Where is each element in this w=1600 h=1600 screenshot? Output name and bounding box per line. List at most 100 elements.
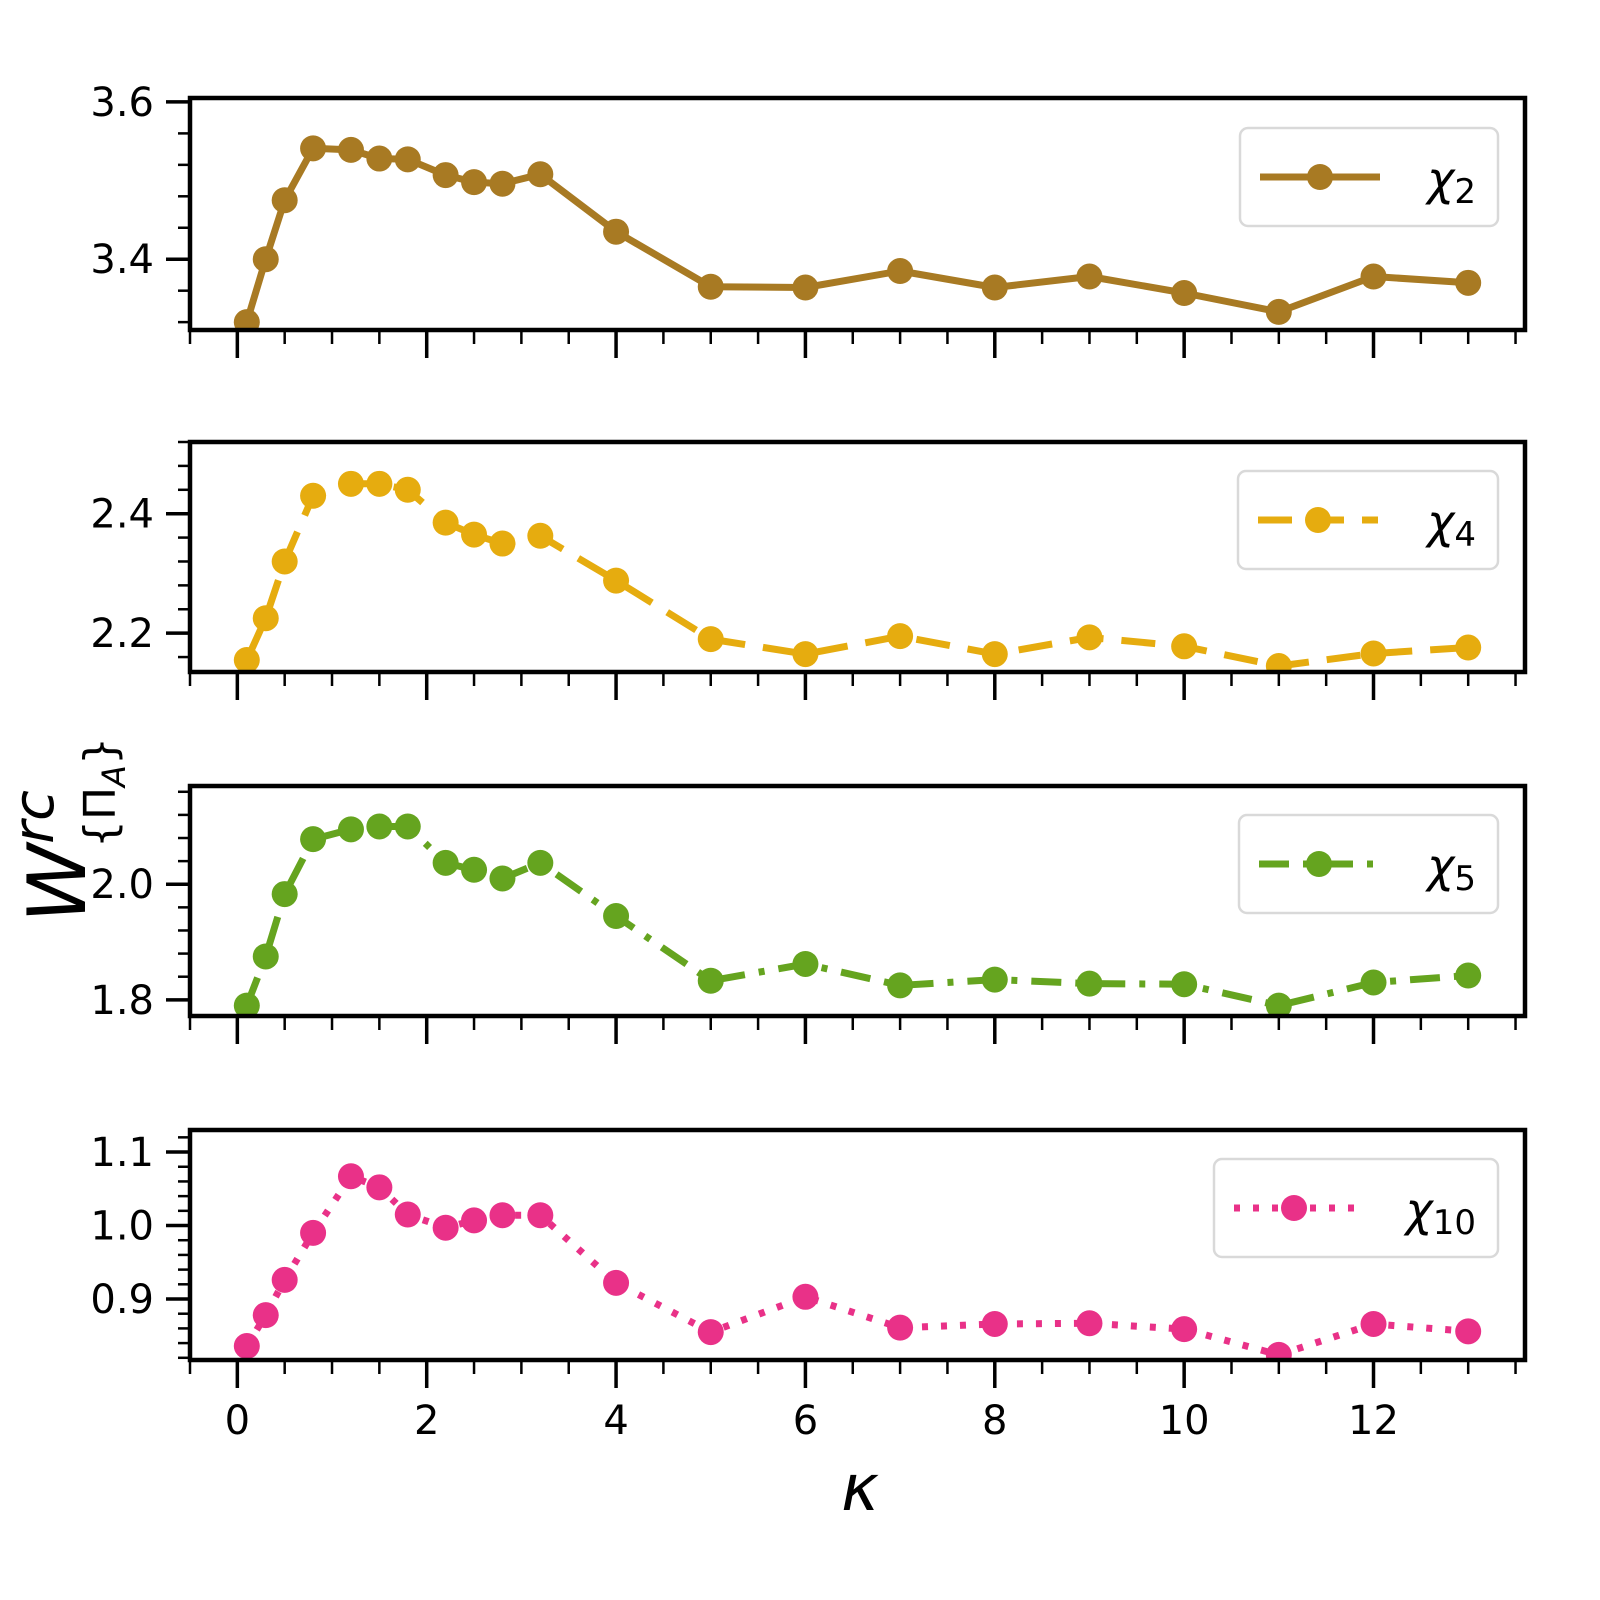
- y-ticks: 3.4 3.6: [90, 80, 190, 324]
- data-point: [300, 826, 327, 853]
- legend: χ4: [1236, 469, 1500, 571]
- data-point: [233, 647, 260, 672]
- y-axis-label-sub: {Π: [75, 787, 126, 848]
- y-tick-label: 1.8: [90, 978, 154, 1024]
- data-point: [233, 992, 260, 1016]
- data-point: [432, 162, 459, 189]
- x-ticks: [188, 1360, 1517, 1388]
- data-point: [461, 169, 488, 196]
- legend-label-main: χ: [1424, 152, 1456, 206]
- x-tick-label: 0: [225, 1398, 250, 1444]
- data-point: [1076, 1310, 1103, 1337]
- data-point: [252, 246, 279, 273]
- legend-frame: [1212, 1157, 1500, 1259]
- legend-label: χ5: [1424, 839, 1476, 899]
- series-χ5: [233, 813, 1482, 1016]
- data-point: [461, 856, 488, 883]
- y-tick-label: 2.0: [90, 862, 154, 908]
- legend-marker: [1281, 1195, 1307, 1221]
- data-point: [337, 1163, 364, 1190]
- x-tick-label: 10: [1159, 1398, 1210, 1444]
- subplot-3: 1.8 2.0 χ5: [90, 783, 1528, 1044]
- data-point: [1360, 263, 1387, 290]
- data-point: [527, 161, 554, 188]
- legend-label: χ2: [1424, 152, 1476, 212]
- data-point: [233, 309, 260, 330]
- data-point: [1076, 624, 1103, 651]
- legend-label-sub: 5: [1454, 859, 1476, 899]
- data-point: [887, 623, 914, 650]
- data-point: [603, 903, 630, 930]
- data-point: [300, 135, 327, 162]
- data-point: [527, 522, 554, 549]
- data-point: [1455, 634, 1482, 661]
- data-point: [300, 482, 327, 509]
- data-point: [252, 943, 279, 970]
- data-point: [1171, 1316, 1198, 1343]
- series-χ10: [233, 1163, 1482, 1360]
- y-tick-label: 3.6: [90, 80, 154, 126]
- legend-label-sub: 10: [1433, 1203, 1476, 1243]
- x-tick-labels: 0 2 4 6 8 10 12: [225, 1398, 1399, 1444]
- data-point: [1076, 970, 1103, 997]
- data-point: [432, 509, 459, 536]
- data-point: [461, 521, 488, 548]
- y-axis-label-sup: rc: [2, 790, 67, 844]
- data-point: [394, 1201, 421, 1228]
- data-point: [300, 1219, 327, 1246]
- data-point: [489, 865, 516, 892]
- data-point: [697, 626, 724, 653]
- data-point: [527, 849, 554, 876]
- y-ticks: 0.9 1.0 1.1: [90, 1130, 190, 1360]
- x-ticks: [188, 1016, 1517, 1044]
- data-point: [697, 1319, 724, 1346]
- legend: χ2: [1238, 126, 1500, 228]
- legend-label-main: χ: [1424, 839, 1456, 893]
- data-point: [432, 1214, 459, 1241]
- data-point: [1265, 992, 1292, 1016]
- y-ticks: 1.8 2.0: [90, 790, 190, 1024]
- data-point: [489, 530, 516, 557]
- data-point: [887, 1314, 914, 1341]
- data-point: [697, 273, 724, 300]
- data-point: [489, 170, 516, 197]
- data-point: [981, 1310, 1008, 1337]
- data-point: [394, 476, 421, 503]
- data-point: [1455, 962, 1482, 989]
- x-tick-label: 6: [793, 1398, 818, 1444]
- y-axis-label: Wrc {ΠA}: [2, 737, 133, 923]
- legend-marker: [1305, 507, 1331, 533]
- legend-label-main: χ: [1403, 1183, 1435, 1237]
- legend-marker: [1306, 851, 1332, 877]
- data-point: [792, 1283, 819, 1310]
- data-point: [337, 136, 364, 163]
- x-tick-label: 8: [982, 1398, 1007, 1444]
- data-point: [271, 548, 298, 575]
- y-tick-label: 3.4: [90, 237, 154, 283]
- y-tick-label: 2.4: [90, 492, 154, 538]
- data-point: [461, 1207, 488, 1234]
- legend: χ10: [1212, 1157, 1500, 1259]
- subplot-2: 2.2 2.4 χ4: [90, 439, 1528, 700]
- data-point: [792, 274, 819, 301]
- data-point: [233, 1333, 260, 1360]
- data-point: [792, 950, 819, 977]
- data-point: [697, 967, 724, 994]
- legend-label: χ10: [1403, 1183, 1477, 1243]
- y-tick-label: 0.9: [90, 1277, 154, 1323]
- data-point: [1360, 969, 1387, 996]
- axes-frame: [187, 439, 1528, 675]
- data-point: [366, 145, 393, 172]
- y-ticks: 2.2 2.4: [90, 440, 190, 659]
- x-tick-label: 4: [603, 1398, 628, 1444]
- data-point: [1171, 971, 1198, 998]
- x-axis-label: κ: [841, 1452, 879, 1526]
- series-χ2: [233, 135, 1482, 330]
- data-point: [489, 1202, 516, 1229]
- data-point: [394, 813, 421, 840]
- data-point: [1265, 298, 1292, 325]
- data-point: [981, 641, 1008, 668]
- subplot-1: 3.4 3.6 χ2: [90, 80, 1528, 358]
- y-axis-label-sub-index: A: [95, 765, 133, 789]
